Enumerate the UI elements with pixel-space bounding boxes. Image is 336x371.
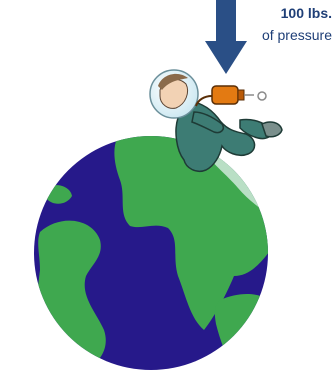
astronaut-hose (195, 95, 213, 107)
astronaut-arm (191, 111, 225, 134)
down-arrow-icon (205, 0, 247, 74)
astronaut-illustration (149, 69, 283, 172)
earth-continent (214, 294, 268, 370)
pressure-amount-label: 100 lbs. (280, 5, 332, 21)
pressure-caption-label: of pressure (261, 27, 332, 43)
earth-continent (114, 136, 268, 330)
astronaut-hair (158, 73, 188, 90)
astronaut-boot (261, 121, 283, 138)
astronaut-nozzle (257, 91, 267, 101)
astronaut-tank (211, 85, 239, 105)
earth-globe (34, 136, 268, 370)
